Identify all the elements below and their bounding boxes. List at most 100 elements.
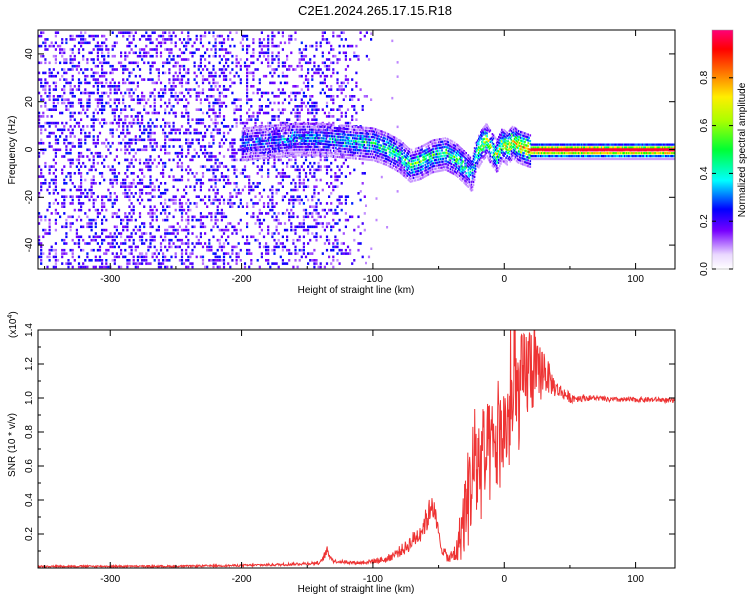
spectrogram-cell [281, 121, 284, 125]
spectrogram-cell [347, 131, 350, 134]
spectrogram-cell [326, 149, 329, 152]
spectrogram-cell [272, 141, 274, 145]
spectrogram-cell [338, 168, 341, 172]
spectrogram-cell [77, 71, 81, 75]
spectrogram-cell [54, 58, 57, 61]
spectrogram-cell [325, 58, 329, 61]
spectrogram-cell [178, 98, 181, 101]
spectrogram-cell [143, 61, 146, 65]
spectrogram-cell [103, 105, 106, 108]
spectrogram-cell [187, 68, 190, 71]
spectrogram-cell [134, 138, 137, 142]
spectrogram-cell [164, 232, 167, 235]
spectrogram-cell [268, 133, 271, 136]
spectrogram-cell [136, 81, 139, 85]
spectrogram-cell [164, 111, 167, 115]
spectrogram-cell [353, 95, 356, 98]
spectrogram-cell [298, 235, 301, 239]
spectrogram-cell [151, 195, 154, 198]
spectrogram-cell [222, 215, 226, 219]
spectrogram-cell [279, 126, 281, 130]
spectrogram-cell [52, 81, 55, 85]
spectrogram-cell [332, 259, 335, 262]
spectrogram-cell [317, 68, 320, 71]
spectrogram-cell [80, 131, 83, 135]
spectrogram-cell [103, 228, 106, 232]
spectrogram-cell [277, 130, 279, 133]
spectrogram-cell [346, 136, 349, 139]
spectrogram-cell [48, 225, 51, 229]
spectrogram-cell [159, 158, 163, 162]
spectrogram-cell [285, 132, 288, 135]
spectrogram-cell [109, 128, 112, 132]
spectrogram-cell [141, 91, 144, 95]
spectrogram-cell [52, 121, 55, 125]
spectrogram-cell [246, 132, 249, 135]
spectrogram-cell [351, 118, 354, 121]
spectrogram-cell [153, 88, 156, 91]
spectrogram-cell [214, 259, 217, 262]
spectrogram-cell [199, 222, 202, 225]
spectrogram-cell [115, 228, 118, 232]
spectrogram-cell [300, 198, 303, 202]
spectrogram-cell [122, 182, 125, 185]
spectrogram-cell [246, 128, 249, 132]
spectrogram-cell [71, 182, 74, 185]
spectrogram-cell [253, 129, 255, 132]
spectrogram-cell [299, 134, 301, 137]
spectrogram-cell [189, 202, 192, 205]
spectrogram-cell [252, 135, 254, 138]
spectrogram-cell [193, 215, 196, 219]
spectrogram-cell [323, 154, 326, 157]
spectrogram-cell [347, 133, 350, 136]
spectrogram-cell [174, 34, 177, 38]
spectrogram-cell [273, 158, 276, 162]
spectrogram-cell [332, 54, 335, 58]
spectrogram-cell [212, 54, 215, 58]
spectrogram-cell [59, 51, 62, 55]
spectrogram-cell [248, 182, 251, 185]
spectrogram-cell [341, 139, 343, 142]
spectrogram-cell [294, 145, 296, 148]
spectrogram-cell [348, 136, 351, 139]
spectrogram-cell [73, 44, 76, 48]
spectrogram-cell [111, 71, 114, 75]
spectrogram-cell [94, 168, 97, 172]
spectrogram-cell [264, 139, 267, 142]
spectrogram-cell [187, 91, 190, 95]
spectrogram-cell [288, 158, 291, 162]
spectrogram-cell [61, 88, 64, 91]
spectrogram-cell [315, 208, 318, 212]
spectrogram-cell [290, 252, 293, 255]
spectrogram-cell [309, 98, 312, 101]
spectrogram-cell [307, 111, 310, 115]
spectrogram-cell [340, 88, 343, 91]
spectrogram-cell [132, 195, 135, 198]
spectrogram-cell [252, 48, 255, 51]
spectrogram-cell [305, 148, 308, 151]
spectrogram-cell [323, 143, 326, 146]
spectrogram-cell [311, 225, 314, 229]
spectrogram-cell [243, 61, 247, 65]
spectrogram-cell [109, 245, 112, 249]
spectrogram-cell [206, 248, 209, 252]
spectrogram-cell [172, 121, 175, 125]
spectrogram-cell [98, 98, 102, 101]
spectrogram-cell [322, 148, 325, 151]
spectrogram-cell [330, 98, 333, 101]
spectrogram-cell [178, 145, 181, 148]
spectrogram-cell [65, 98, 68, 101]
spectrogram-cell [151, 48, 154, 51]
spectrogram-cell [69, 248, 72, 252]
spectrogram-cell [284, 152, 287, 155]
spectrogram-cell [107, 148, 110, 152]
spectrogram-cell [218, 178, 221, 182]
spectrogram-cell [149, 232, 152, 235]
spectrogram-cell [143, 185, 146, 188]
spectrogram-cell [199, 148, 202, 152]
spectrogram-cell [65, 222, 68, 225]
spectrogram-cell [317, 151, 319, 154]
spectrogram-cell [63, 202, 66, 205]
spectrogram-cell [309, 238, 312, 242]
spectrogram-cell [344, 95, 347, 98]
